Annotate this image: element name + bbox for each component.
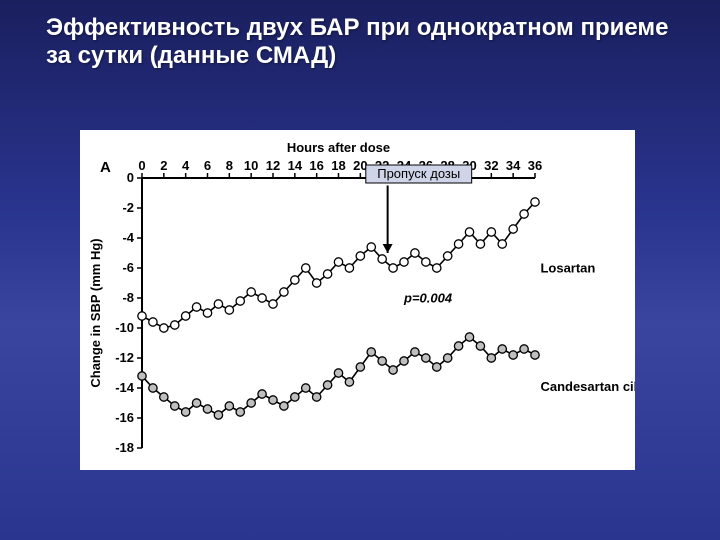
svg-text:34: 34 (506, 158, 521, 173)
svg-text:0: 0 (138, 158, 145, 173)
svg-text:36: 36 (528, 158, 542, 173)
svg-text:8: 8 (226, 158, 233, 173)
svg-text:Hours after dose: Hours after dose (287, 140, 390, 155)
svg-text:14: 14 (288, 158, 303, 173)
svg-text:Candesartan cilexetil: Candesartan cilexetil (540, 379, 635, 394)
svg-text:-16: -16 (115, 410, 134, 425)
svg-text:A: A (100, 159, 111, 176)
svg-text:32: 32 (484, 158, 498, 173)
slide-title: Эффективность двух БАР при однократном п… (46, 14, 686, 69)
svg-text:16: 16 (309, 158, 323, 173)
svg-text:Losartan: Losartan (540, 261, 595, 276)
line-chart: 024681012141618202224262830323436Hours a… (80, 130, 635, 470)
svg-text:6: 6 (204, 158, 211, 173)
svg-text:-2: -2 (122, 200, 134, 215)
svg-text:-8: -8 (122, 290, 134, 305)
svg-text:Пропуск дозы: Пропуск дозы (377, 166, 460, 181)
svg-text:2: 2 (160, 158, 167, 173)
svg-text:Change in SBP (mm Hg): Change in SBP (mm Hg) (88, 238, 103, 387)
svg-text:4: 4 (182, 158, 190, 173)
svg-text:12: 12 (266, 158, 280, 173)
svg-text:-6: -6 (122, 260, 134, 275)
svg-text:-18: -18 (115, 440, 134, 455)
svg-text:-14: -14 (115, 380, 135, 395)
svg-text:-12: -12 (115, 350, 134, 365)
svg-text:18: 18 (331, 158, 345, 173)
svg-text:0: 0 (127, 170, 134, 185)
svg-text:10: 10 (244, 158, 258, 173)
svg-text:-4: -4 (122, 230, 134, 245)
chart-container: 024681012141618202224262830323436Hours a… (80, 130, 635, 470)
svg-text:p=0.004: p=0.004 (403, 291, 453, 306)
svg-text:-10: -10 (115, 320, 134, 335)
